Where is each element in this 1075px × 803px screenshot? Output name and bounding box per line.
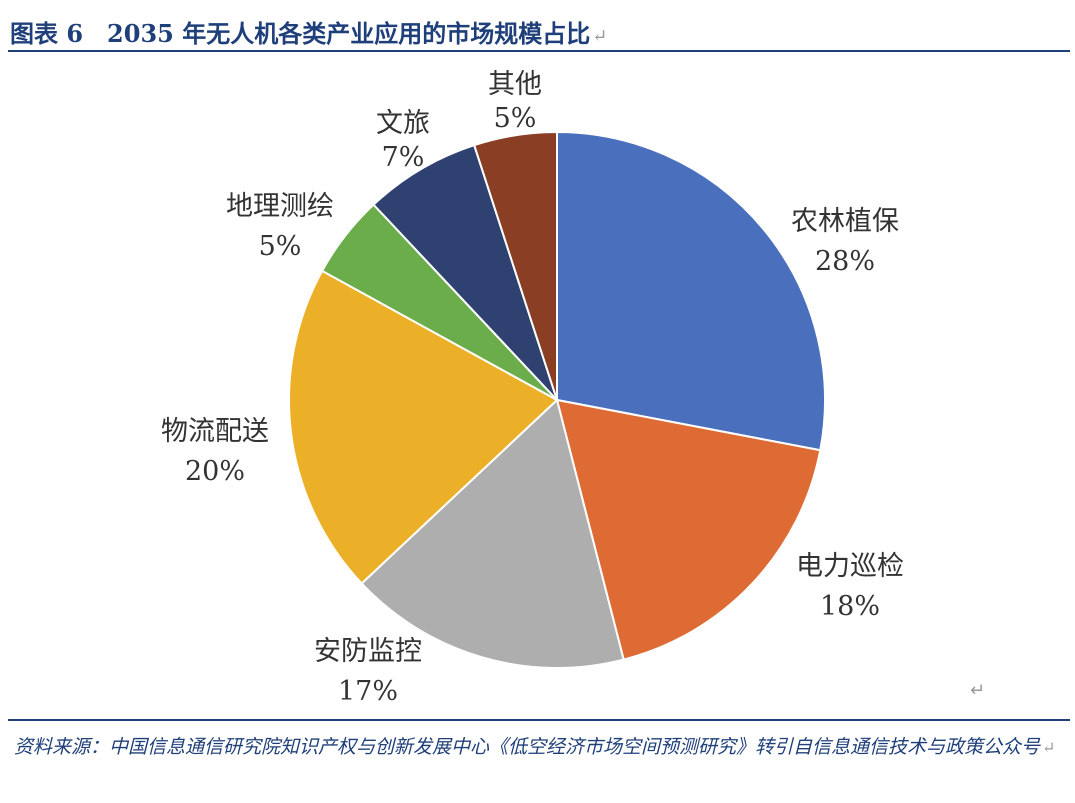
slice-value-label: 5% <box>494 103 537 134</box>
source-note: 资料来源：中国信息通信研究院知识产权与创新发展中心《低空经济市场空间预测研究》转… <box>14 728 1064 767</box>
slice-value-label: 7% <box>382 142 425 173</box>
pie-slice-2 <box>360 398 625 669</box>
slice-name-label: 文旅 <box>376 108 430 139</box>
slice-name-label: 农林植保 <box>791 206 899 237</box>
slice-value-label: 17% <box>338 676 398 707</box>
slice-name-label: 地理测绘 <box>226 191 334 222</box>
slice-name-label: 其他 <box>488 69 542 100</box>
pie-slice-3 <box>288 269 559 585</box>
pie-slice-0 <box>556 130 826 452</box>
pie-slice-5 <box>372 143 558 401</box>
return-mark-icon: ↵ <box>1042 738 1056 757</box>
slice-name-label: 安防监控 <box>314 636 422 667</box>
slice-value-label: 20% <box>185 456 245 487</box>
pie-slice-1 <box>555 398 822 661</box>
top-rule <box>8 50 1070 52</box>
slice-name-label: 物流配送 <box>161 416 269 447</box>
slice-value-label: 28% <box>815 246 875 277</box>
return-mark-icon: ↵ <box>592 26 608 47</box>
slice-value-label: 5% <box>259 231 302 262</box>
source-text: 资料来源：中国信息通信研究院知识产权与创新发展中心《低空经济市场空间预测研究》转… <box>14 736 1041 758</box>
pie-slice-6 <box>472 130 558 401</box>
slice-value-label: 18% <box>820 591 880 622</box>
pie-labels: 农林植保 28% 电力巡检 18% 安防监控 17% 物流配送 20% 地理测绘 5% 文旅7% 其他… <box>161 69 904 707</box>
bottom-rule <box>8 719 1070 721</box>
pie-slices <box>288 130 826 669</box>
slice-name-label: 电力巡检 <box>796 551 904 582</box>
figure-title-text: 图表 6 2035 年无人机各类产业应用的市场规模占比 <box>10 19 591 48</box>
return-mark-icon: ↵ <box>970 680 986 701</box>
pie-chart: 农林植保 28% 电力巡检 18% 安防监控 17% 物流配送 20% 地理测绘 5% 文旅7% 其他… <box>161 69 904 707</box>
figure-title: 图表 6 2035 年无人机各类产业应用的市场规模占比 ↵ <box>10 14 607 49</box>
